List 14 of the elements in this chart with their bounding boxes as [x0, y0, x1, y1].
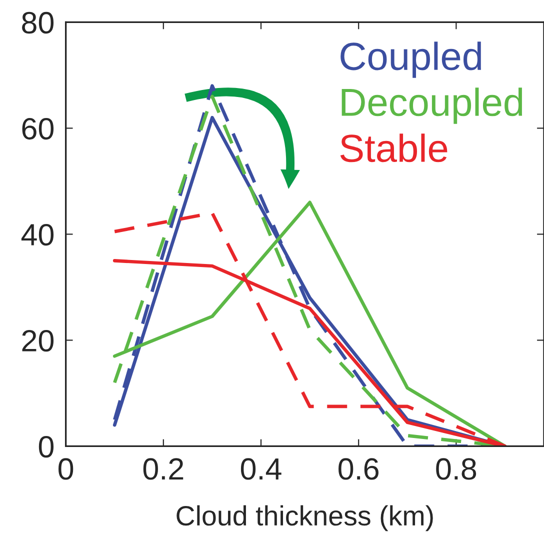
text: Stable — [340, 134, 448, 162]
text: Coupled — [340, 42, 481, 78]
y-tick-label: 20 — [22, 330, 54, 352]
x-tick-label: 0.4 — [240, 458, 282, 480]
y-tick-label: 40 — [21, 224, 54, 246]
x-tick-label: 0.8 — [436, 458, 476, 480]
x-tick-label: 0 — [58, 458, 74, 480]
x-axis-title: Cloud thickness (km) — [176, 505, 433, 532]
x-tick-label: 0.2 — [143, 458, 184, 480]
x-tick-label: 0.6 — [338, 458, 378, 480]
y-tick-label: 80 — [22, 12, 54, 34]
text: Decoupled — [342, 88, 522, 124]
y-tick-label: 0 — [38, 436, 54, 458]
y-tick-label: 60 — [22, 118, 54, 140]
